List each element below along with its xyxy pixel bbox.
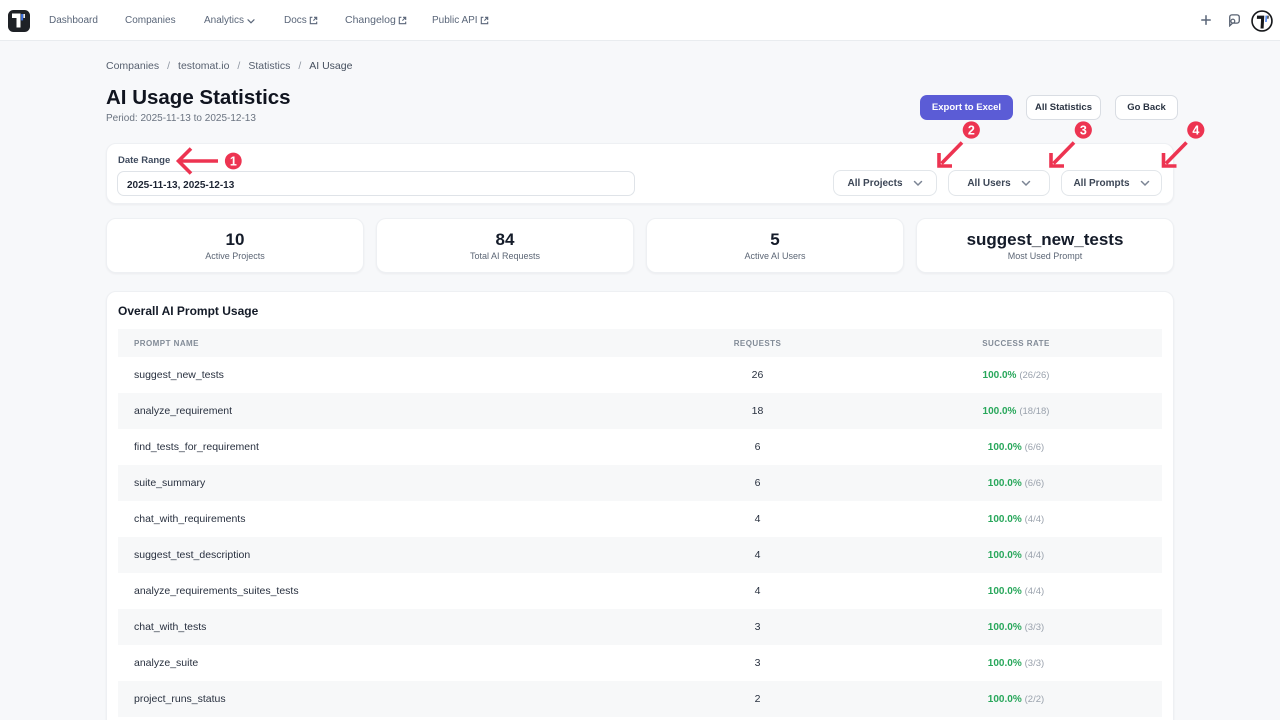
svg-text:3: 3 <box>1080 123 1087 137</box>
svg-text:2: 2 <box>968 123 975 137</box>
svg-text:4: 4 <box>1192 123 1199 137</box>
